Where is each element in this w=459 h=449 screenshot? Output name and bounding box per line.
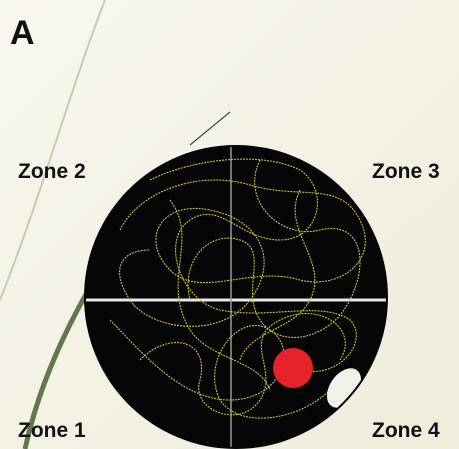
- zone-label: Zone 2: [18, 160, 86, 183]
- zone-label: Zone 4: [372, 419, 440, 442]
- decor-curve: [0, 0, 106, 301]
- zone-label: Zone 1: [18, 419, 86, 442]
- pool: [84, 145, 388, 449]
- swim-track: [109, 158, 366, 419]
- decor-line: [189, 111, 231, 146]
- pool-contents: [86, 147, 386, 447]
- panel-label: A: [10, 14, 35, 52]
- zone-label: Zone 3: [372, 160, 440, 183]
- target-marker: [273, 348, 313, 388]
